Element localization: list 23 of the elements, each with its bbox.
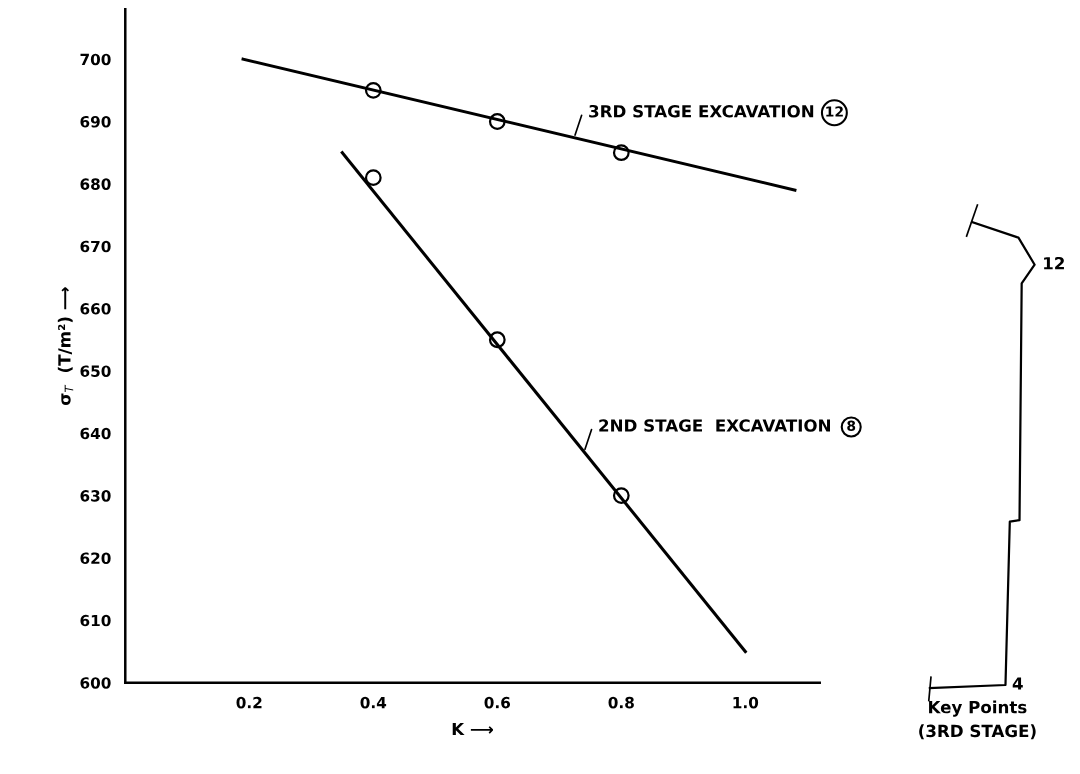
x-tick-label: 0.4 (360, 696, 387, 709)
y-tick-label: 610 (80, 614, 111, 627)
y-tick-label: 630 (80, 490, 111, 502)
y-tick-label: 660 (80, 303, 111, 315)
series-label: 2ND STAGE EXCAVATION 8 (599, 419, 856, 432)
text: Key Points (3RD STAGE) (919, 700, 1036, 740)
y-tick-label: 620 (80, 552, 111, 564)
x-axis-title: K ⟶ (452, 722, 493, 736)
text: 4 (1012, 677, 1023, 690)
y-tick-label: 650 (80, 365, 111, 377)
y-tick-label: 700 (80, 53, 111, 66)
y-axis-title: σ$_{T}$ (T/m²) ⟶ (57, 287, 74, 406)
y-tick-label: 690 (80, 115, 111, 128)
x-tick-label: 1.0 (733, 696, 759, 709)
x-tick-label: 0.8 (608, 696, 634, 709)
y-tick-label: 640 (80, 427, 111, 440)
series-label: 3RD STAGE EXCAVATION 12 (589, 104, 843, 118)
y-tick-label: 680 (80, 178, 111, 190)
text: 12 (1044, 256, 1064, 270)
y-tick-label: 670 (80, 240, 111, 253)
y-tick-label: 600 (80, 677, 111, 689)
x-tick-label: 0.2 (236, 696, 262, 709)
x-tick-label: 0.6 (484, 696, 511, 709)
